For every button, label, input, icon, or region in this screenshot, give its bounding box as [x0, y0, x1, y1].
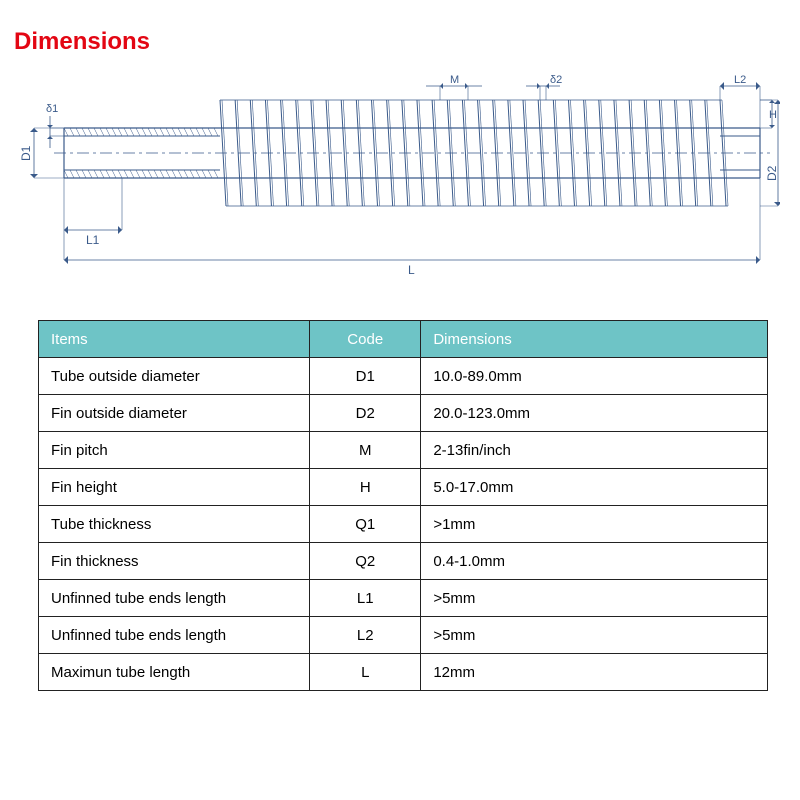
cell-code: Q2 — [310, 543, 421, 580]
cell-dim: 0.4-1.0mm — [421, 543, 768, 580]
cell-dim: 10.0-89.0mm — [421, 358, 768, 395]
cell-dim: >1mm — [421, 506, 768, 543]
cell-dim: >5mm — [421, 580, 768, 617]
svg-text:H: H — [769, 109, 777, 121]
header-items: Items — [39, 321, 310, 358]
svg-text:δ1: δ1 — [46, 103, 58, 115]
spec-table: Items Code Dimensions Tube outside diame… — [38, 320, 768, 691]
header-dim: Dimensions — [421, 321, 768, 358]
table-row: Fin thicknessQ20.4-1.0mm — [39, 543, 768, 580]
cell-item: Fin thickness — [39, 543, 310, 580]
dimensions-table: Items Code Dimensions Tube outside diame… — [38, 320, 768, 691]
table-row: Fin heightH5.0-17.0mm — [39, 469, 768, 506]
cell-code: M — [310, 432, 421, 469]
svg-text:δ2: δ2 — [550, 74, 562, 86]
svg-text:M: M — [450, 74, 459, 86]
dimension-diagram: δ1 D1 L1 L Mδ2 L2 H D2 — [20, 70, 780, 300]
svg-text:L2: L2 — [734, 74, 746, 86]
cell-item: Tube outside diameter — [39, 358, 310, 395]
table-row: Tube outside diameterD110.0-89.0mm — [39, 358, 768, 395]
table-row: Fin outside diameterD220.0-123.0mm — [39, 395, 768, 432]
cell-code: H — [310, 469, 421, 506]
table-row: Fin pitchM2-13fin/inch — [39, 432, 768, 469]
cell-item: Unfinned tube ends length — [39, 580, 310, 617]
cell-code: D2 — [310, 395, 421, 432]
cell-dim: 12mm — [421, 654, 768, 691]
table-row: Unfinned tube ends lengthL1>5mm — [39, 580, 768, 617]
cell-dim: 2-13fin/inch — [421, 432, 768, 469]
cell-item: Unfinned tube ends length — [39, 617, 310, 654]
svg-text:L: L — [408, 263, 415, 277]
cell-item: Maximun tube length — [39, 654, 310, 691]
cell-item: Fin outside diameter — [39, 395, 310, 432]
table-row: Unfinned tube ends lengthL2>5mm — [39, 617, 768, 654]
table-row: Tube thicknessQ1>1mm — [39, 506, 768, 543]
cell-code: L2 — [310, 617, 421, 654]
cell-code: L1 — [310, 580, 421, 617]
cell-code: D1 — [310, 358, 421, 395]
table-row: Maximun tube lengthL12mm — [39, 654, 768, 691]
cell-dim: 20.0-123.0mm — [421, 395, 768, 432]
cell-dim: 5.0-17.0mm — [421, 469, 768, 506]
cell-item: Fin height — [39, 469, 310, 506]
cell-item: Tube thickness — [39, 506, 310, 543]
cell-code: Q1 — [310, 506, 421, 543]
cell-code: L — [310, 654, 421, 691]
svg-text:D2: D2 — [765, 165, 779, 181]
page-title: Dimensions — [14, 28, 150, 56]
header-code: Code — [310, 321, 421, 358]
svg-text:L1: L1 — [86, 233, 100, 247]
cell-dim: >5mm — [421, 617, 768, 654]
svg-text:D1: D1 — [20, 145, 33, 161]
cell-item: Fin pitch — [39, 432, 310, 469]
